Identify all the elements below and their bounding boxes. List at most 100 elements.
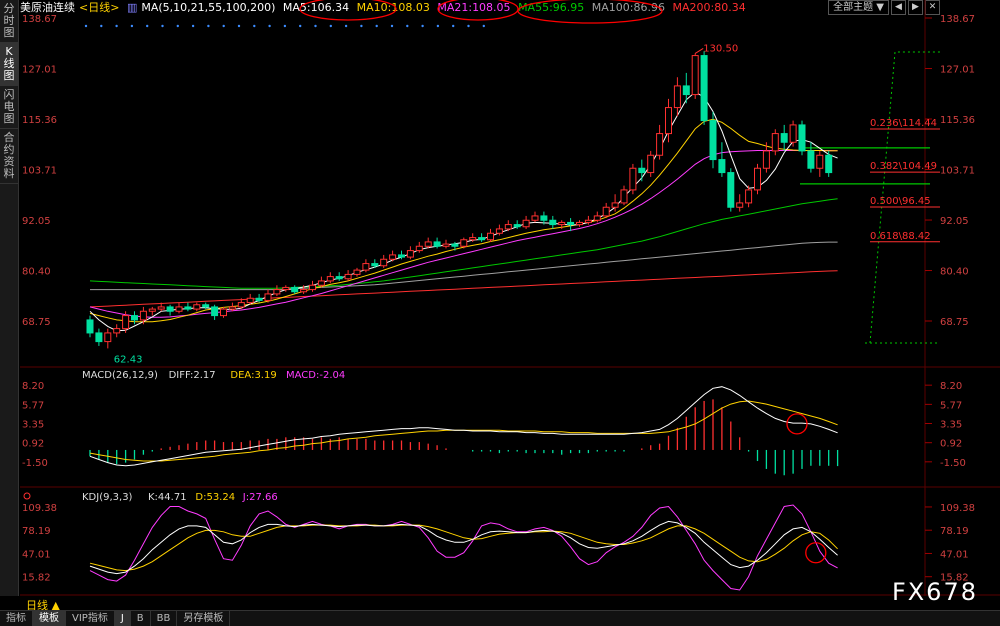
sidebar-tab-3[interactable]: 合约资料 [0, 129, 18, 184]
theme-dropdown[interactable]: 全部主题 ▼ [828, 0, 889, 15]
candle-body [300, 289, 308, 293]
macd-header-item: MACD(26,12,9) [82, 370, 158, 381]
candle-body [540, 215, 548, 221]
ma200-line [89, 270, 838, 308]
candle-body [487, 232, 494, 241]
fib-level-label: 0.500\96.45 [870, 196, 931, 207]
bottom-tab-6[interactable]: 另存模板 [177, 611, 231, 626]
d-line [89, 524, 838, 572]
signal-dot [176, 24, 179, 28]
fib-level-label: 0.618\88.42 [870, 231, 931, 242]
candle-body [762, 150, 770, 169]
macd-tick-label-left: 3.35 [22, 419, 44, 430]
candle-body [531, 215, 539, 221]
signal-dot [222, 24, 225, 28]
price-tick-label-left: 127.01 [22, 65, 57, 76]
candle-body [353, 269, 361, 275]
candle-body [202, 304, 210, 308]
ma21-value: MA21:108.05 [437, 1, 511, 14]
chart-type-icon[interactable]: ▥ [126, 1, 138, 14]
kdj-tick-label-left: 47.01 [22, 549, 51, 560]
signal-dot [375, 24, 378, 28]
diff-line [89, 386, 838, 467]
candle-body [584, 219, 592, 223]
candle-body [611, 202, 619, 208]
bottom-tab-3[interactable]: J [114, 611, 131, 626]
bottom-tab-0[interactable]: 指标 [0, 611, 33, 626]
candle-body [246, 297, 254, 304]
candle-body [754, 167, 761, 191]
symbol-label: 美原油连续 [20, 1, 75, 14]
candle-body [718, 159, 726, 174]
bottom-tab-1[interactable]: 模板 [33, 611, 66, 626]
bottom-tab-4[interactable]: B [131, 611, 151, 626]
candle-body [148, 308, 156, 312]
prev-icon[interactable]: ◀ [891, 0, 906, 15]
ma5-value: MA5:106.34 [282, 1, 350, 14]
candle-body [638, 167, 646, 174]
ma5-line [89, 91, 838, 332]
bottom-tab-5[interactable]: BB [151, 611, 178, 626]
bottom-toolbar: 指标 模板 VIP指标 J B BB 另存模板 [0, 610, 1000, 626]
signal-dot [436, 24, 440, 28]
signal-dot [329, 24, 332, 28]
candle-body [424, 241, 432, 247]
watermark: FX678 [891, 578, 978, 606]
macd-header-item: MACD:-2.04 [286, 370, 345, 381]
signal-dot [268, 24, 271, 28]
kdj-header-item: K:44.71 [148, 492, 187, 503]
sidebar-tab-1[interactable]: K线图 [0, 43, 18, 86]
candle-body [478, 237, 486, 241]
candle-body [656, 133, 664, 156]
period-selector[interactable]: 日线 ▲ [26, 599, 60, 612]
candle-body [291, 286, 299, 293]
macd-tick-label-right: 5.77 [940, 400, 962, 411]
macd-tick-label-left: 5.77 [22, 400, 44, 411]
candle-body [460, 239, 468, 247]
bottom-tab-2[interactable]: VIP指标 [66, 611, 115, 626]
ma100-line [90, 241, 838, 291]
kdj-tick-label-right: 78.19 [940, 526, 969, 537]
ma55-line [89, 198, 838, 289]
price-tick-label-left: 115.36 [22, 115, 57, 126]
ma55-value: MA55:96.95 [518, 1, 585, 14]
ma21-line [89, 150, 838, 318]
fib-level-label: 0.382\104.49 [870, 161, 937, 172]
kdj-tick-label-right: 47.01 [940, 549, 969, 560]
candle-body [211, 306, 219, 317]
low-annotation: 62.43 [114, 354, 143, 365]
candle-body [264, 293, 272, 301]
candle-body [139, 310, 147, 321]
chart-header: 美原油连续 <日线> ▥ MA(5,10,21,55,100,200) MA5:10… [20, 0, 920, 16]
kdj-header-item: KDJ(9,3,3) [82, 492, 133, 503]
signal-dot [406, 24, 409, 28]
candle-body [335, 276, 343, 280]
high-annotation: 130.50 [703, 43, 738, 54]
price-tick-label-right: 103.71 [940, 166, 975, 177]
candle-body [282, 286, 290, 291]
candle-body [780, 133, 788, 143]
price-tick-label-right: 138.67 [940, 14, 975, 25]
macd-tick-label-left: 0.92 [22, 439, 44, 450]
candle-body [682, 85, 690, 96]
signal-dot [161, 24, 164, 28]
price-tick-label-left: 68.75 [22, 317, 51, 328]
sidebar-tab-0[interactable]: 分时图 [0, 0, 18, 43]
macd-tick-label-right: 3.35 [940, 419, 962, 430]
candle-body [709, 120, 717, 161]
signal-dot [207, 24, 210, 28]
candle-body [558, 221, 566, 226]
signal-dot [299, 24, 302, 28]
kdj-header-item: D:53.24 [195, 492, 235, 503]
ma10-value: MA10:108.03 [356, 1, 430, 14]
sidebar-tab-2[interactable]: 闪电图 [0, 86, 18, 129]
macd-tick-label-right: 0.92 [940, 439, 962, 450]
macd-tick-label-right: -1.50 [940, 458, 966, 469]
chart-canvas[interactable]: 138.67 138.67 127.01 127.01 115.36 115.36 103.… [20, 0, 1000, 596]
next-icon[interactable]: ▶ [908, 0, 923, 15]
candle-body [317, 280, 325, 286]
candle-body [736, 202, 744, 208]
sidebar: 分时图 K线图 闪电图 合约资料 [0, 0, 19, 596]
candle-body [629, 167, 637, 191]
candle-body [175, 306, 183, 312]
